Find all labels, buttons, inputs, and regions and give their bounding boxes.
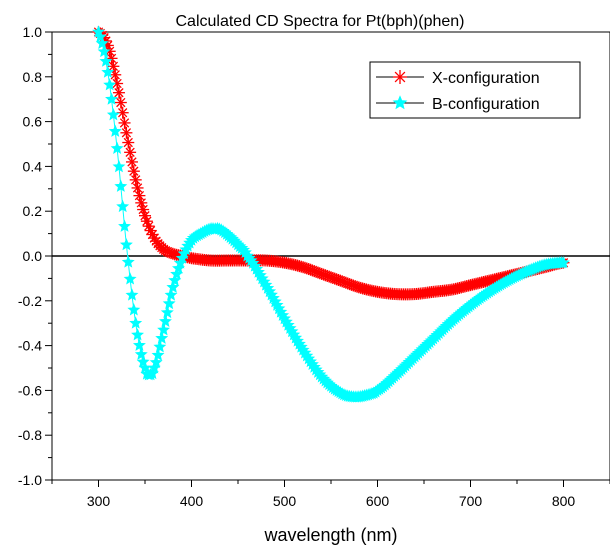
data-point — [124, 146, 137, 159]
legend-label: X-configuration — [432, 70, 540, 87]
data-point — [557, 255, 570, 269]
data-point — [122, 136, 135, 149]
data-point — [108, 124, 122, 137]
data-point — [109, 68, 122, 81]
data-point — [99, 54, 113, 67]
data-point — [119, 238, 133, 251]
data-point — [116, 199, 130, 213]
y-tick-label: 0.4 — [23, 158, 43, 174]
data-point — [114, 96, 127, 109]
series-b-configuration — [92, 25, 570, 403]
data-point — [125, 155, 138, 168]
data-point — [166, 280, 180, 293]
data-point — [105, 92, 118, 105]
data-point — [103, 78, 117, 91]
data-point — [159, 314, 172, 327]
x-tick-label: 800 — [552, 493, 576, 509]
y-tick-label: -0.6 — [18, 382, 42, 398]
data-point — [114, 179, 128, 192]
y-tick-label: 0.8 — [23, 69, 43, 85]
data-point — [157, 323, 171, 336]
x-axis-title: wavelength (nm) — [263, 525, 397, 545]
data-point — [151, 348, 165, 361]
data-point — [127, 165, 140, 178]
data-point — [330, 273, 343, 286]
data-point — [155, 331, 169, 344]
y-tick-label: 0.2 — [23, 203, 43, 219]
data-point — [121, 255, 135, 268]
chart-title: Calculated CD Spectra for Pt(bph)(phen) — [175, 13, 464, 30]
data-point — [131, 181, 144, 194]
data-point — [110, 141, 124, 154]
data-point — [118, 116, 131, 129]
data-point — [106, 108, 120, 121]
data-point — [164, 288, 178, 301]
y-tick-label: -0.2 — [18, 293, 42, 309]
y-tick-label: 0.0 — [23, 248, 43, 264]
data-point — [133, 189, 146, 202]
x-axis: 300 400 500 600 700 800 — [51, 480, 610, 509]
series-layer — [92, 25, 570, 403]
data-point — [132, 338, 146, 351]
y-tick-label: 0.6 — [23, 114, 43, 130]
x-tick-label: 600 — [366, 493, 390, 509]
data-point — [118, 219, 131, 232]
x-tick-label: 700 — [459, 493, 483, 509]
data-point — [134, 347, 148, 360]
data-point — [153, 340, 167, 353]
data-point — [95, 36, 109, 49]
x-tick-label: 300 — [87, 493, 111, 509]
data-point — [129, 173, 142, 186]
data-point — [97, 44, 111, 58]
data-point — [162, 296, 176, 310]
data-point — [393, 70, 407, 84]
data-point — [392, 95, 408, 110]
data-point — [131, 328, 145, 341]
data-point — [125, 288, 139, 301]
legend-box — [369, 61, 581, 119]
y-tick-label: -0.4 — [18, 338, 42, 354]
legend-label: B-configuration — [432, 96, 540, 113]
y-tick-label: -1.0 — [18, 472, 42, 488]
series-x-configuration — [92, 26, 570, 301]
data-point — [112, 86, 125, 99]
x-tick-label: 400 — [180, 493, 204, 509]
y-axis: 1.0 0.8 0.6 0.4 0.2 0.0 -0.2 -0.4 -0.6 -0.8 -1.0 — [18, 24, 52, 488]
data-point — [93, 30, 107, 43]
data-point — [111, 77, 124, 90]
data-point — [127, 303, 141, 316]
data-point — [129, 316, 143, 329]
data-point — [123, 272, 137, 285]
data-point — [112, 159, 126, 173]
data-point — [101, 65, 115, 78]
data-point — [160, 305, 174, 319]
y-tick-label: 1.0 — [23, 24, 43, 40]
data-point — [149, 355, 163, 368]
data-point — [120, 126, 133, 139]
y-tick-label: -0.8 — [18, 427, 42, 443]
x-tick-label: 500 — [273, 493, 297, 509]
legend: X-configuration B-configuration — [369, 61, 581, 119]
